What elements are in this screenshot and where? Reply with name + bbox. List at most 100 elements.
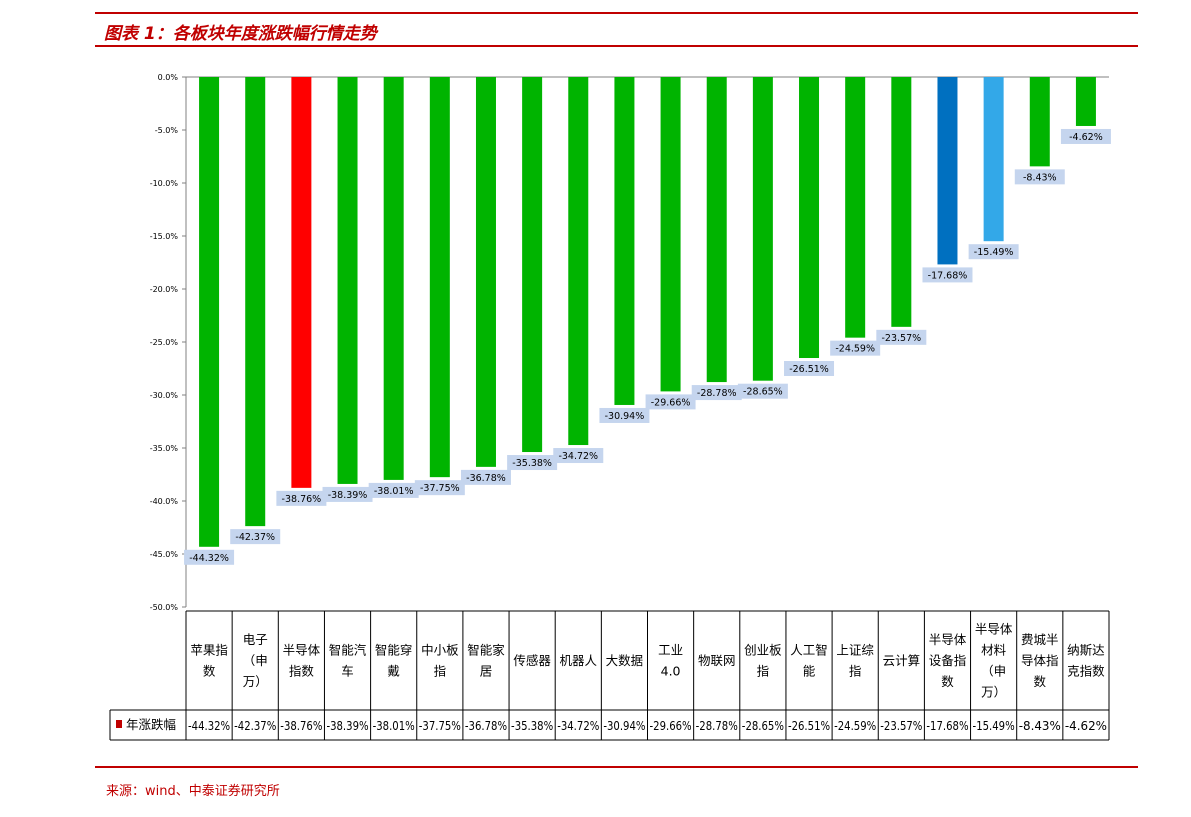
data-label-bg <box>460 469 511 485</box>
data-label-bg <box>645 394 696 410</box>
data-label: -24.59% <box>835 344 875 355</box>
data-label-bg <box>922 267 973 283</box>
bar <box>937 77 958 265</box>
category-label: 半导体 <box>929 632 967 647</box>
data-label-bg <box>368 482 419 498</box>
category-label: 苹果指 <box>190 643 228 658</box>
bar <box>199 77 220 547</box>
bar <box>891 77 912 327</box>
category-label: 克指数 <box>1067 664 1105 679</box>
bar <box>614 77 635 405</box>
data-label-bg <box>876 329 927 345</box>
bar <box>660 77 681 392</box>
data-label: -38.39% <box>328 490 368 501</box>
category-label: 万） <box>981 685 1006 700</box>
bar <box>799 77 820 359</box>
y-tick-label: -10.0% <box>150 179 179 188</box>
data-label: -26.51% <box>789 364 829 375</box>
category-label: 指 <box>849 664 862 679</box>
title-top-rule <box>95 12 1138 14</box>
table-value: -8.43% <box>1019 719 1061 733</box>
table-value: -15.49% <box>973 719 1015 733</box>
category-label: 4.0 <box>661 664 681 679</box>
bar <box>983 77 1004 242</box>
bar <box>383 77 404 480</box>
category-label: 云计算 <box>883 653 921 668</box>
y-tick-label: -5.0% <box>155 126 179 135</box>
category-label: 指 <box>757 664 770 679</box>
bar <box>706 77 727 383</box>
category-label: 电子 <box>243 632 268 647</box>
table-value: -38.76% <box>280 719 322 733</box>
bar <box>568 77 589 446</box>
legend-swatch <box>116 720 122 728</box>
data-label: -28.65% <box>743 387 783 398</box>
table-value: -37.75% <box>419 719 461 733</box>
data-label-bg <box>691 385 742 401</box>
data-label-bg <box>737 383 788 399</box>
table-value: -36.78% <box>465 719 507 733</box>
y-tick-label: -50.0% <box>150 603 179 612</box>
data-label: -42.37% <box>235 532 275 543</box>
category-label: 数 <box>1034 674 1047 689</box>
table-value: -44.32% <box>188 719 230 733</box>
data-label-bg <box>830 340 881 356</box>
data-label: -44.32% <box>189 553 229 564</box>
data-label: -37.75% <box>420 483 460 494</box>
data-label: -17.68% <box>928 270 968 281</box>
category-label: 戴 <box>387 664 400 679</box>
category-label: 智能家 <box>467 643 505 658</box>
bar <box>291 77 312 488</box>
category-label: 费城半 <box>1021 632 1059 647</box>
data-label-bg <box>322 486 373 502</box>
data-label-bg <box>968 244 1019 260</box>
bar <box>845 77 866 338</box>
data-label-bg <box>276 490 327 506</box>
category-label: 半导体 <box>283 643 321 658</box>
table-value: -24.59% <box>834 719 876 733</box>
table-value: -17.68% <box>926 719 968 733</box>
table-value: -26.51% <box>788 719 830 733</box>
series-name: 年涨跌幅 <box>126 717 176 732</box>
title-bottom-rule <box>95 45 1138 47</box>
bar <box>1075 77 1096 126</box>
bar <box>245 77 266 527</box>
category-label: 万） <box>243 674 268 689</box>
data-label-bg <box>230 529 281 545</box>
data-label: -28.78% <box>697 388 737 399</box>
category-label: 能 <box>803 664 816 679</box>
data-label-bg <box>184 549 235 565</box>
category-label: （申 <box>243 653 268 668</box>
data-label: -38.01% <box>374 486 414 497</box>
table-value: -28.65% <box>742 719 784 733</box>
category-label: 数 <box>941 674 954 689</box>
data-label-bg <box>1014 169 1065 185</box>
bar <box>752 77 773 381</box>
data-label: -4.62% <box>1069 132 1103 143</box>
category-label: 导体指 <box>1021 653 1059 668</box>
y-tick-label: -45.0% <box>150 550 179 559</box>
category-label: 指数 <box>289 664 315 679</box>
data-label-bg <box>553 448 604 464</box>
y-tick-label: -30.0% <box>150 391 179 400</box>
source-note: 来源：wind、中泰证券研究所 <box>106 784 280 799</box>
table-value: -42.37% <box>234 719 276 733</box>
y-tick-label: 0.0% <box>158 73 179 82</box>
bars-group <box>199 77 1096 547</box>
category-label: 创业板 <box>744 643 782 658</box>
category-label: 智能汽 <box>329 643 367 658</box>
footer-rule <box>95 766 1138 768</box>
table-value: -38.01% <box>373 719 415 733</box>
y-tick-label: -35.0% <box>150 444 179 453</box>
y-tick-label: -40.0% <box>150 497 179 506</box>
category-label: 大数据 <box>606 653 644 668</box>
table-value: -30.94% <box>603 719 645 733</box>
table-value: -28.78% <box>696 719 738 733</box>
category-label: 中小板 <box>421 643 459 658</box>
table-value: -38.39% <box>326 719 368 733</box>
category-label: 上证综 <box>836 643 874 658</box>
category-label: 指 <box>434 664 447 679</box>
data-label: -36.78% <box>466 473 506 484</box>
